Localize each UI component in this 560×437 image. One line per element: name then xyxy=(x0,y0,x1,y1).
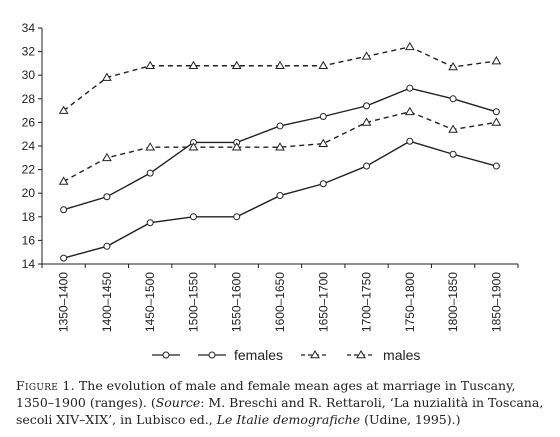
data-point-triangle xyxy=(361,51,372,60)
data-point-circle xyxy=(103,193,111,201)
series-line xyxy=(63,46,497,112)
y-tick-label: 26 xyxy=(22,115,36,129)
x-tick-label: 1350–1400 xyxy=(57,272,71,332)
data-point-triangle xyxy=(145,60,156,70)
data-point-circle xyxy=(363,162,371,170)
data-point-circle xyxy=(319,180,327,188)
data-point-circle xyxy=(103,242,111,250)
data-point-triangle xyxy=(491,117,502,126)
caption-text-3: (Udine, 1995).) xyxy=(360,412,461,427)
caption-book-title: Le Italie demografiche xyxy=(216,412,361,427)
females-series xyxy=(60,137,500,262)
x-tick-label: 1800–1850 xyxy=(446,272,460,332)
data-point-triangle xyxy=(448,124,458,133)
series-line xyxy=(63,140,497,259)
data-point-circle xyxy=(233,213,241,221)
x-tick-label: 1650–1700 xyxy=(316,272,330,332)
caption-source-word: Source xyxy=(155,395,201,410)
legend-marker-triangle xyxy=(310,350,320,359)
data-point-triangle xyxy=(231,60,242,70)
data-point-triangle xyxy=(318,60,329,70)
data-point-circle xyxy=(363,102,371,110)
males-series xyxy=(58,106,502,185)
y-tick-label: 34 xyxy=(22,21,36,35)
y-tick-label: 30 xyxy=(22,68,36,82)
data-point-triangle xyxy=(188,142,199,151)
chart-axes: 14 16 18 20 22 24 26 28 30 32 34 1350–1400 1400–1450… xyxy=(22,21,519,332)
y-tick-label: 16 xyxy=(22,233,36,247)
legend-entry xyxy=(301,350,330,359)
data-point-triangle xyxy=(404,41,415,51)
data-point-triangle xyxy=(102,72,112,81)
x-tick-label: 1600–1650 xyxy=(273,272,287,332)
y-tick-label: 20 xyxy=(22,186,36,200)
x-tick-label: 1400–1450 xyxy=(100,272,114,332)
males-series xyxy=(58,41,502,114)
data-point-circle xyxy=(146,219,154,227)
data-point-circle xyxy=(60,206,68,214)
x-tick-label: 1550–1600 xyxy=(230,272,244,332)
x-tick-label: 1450–1500 xyxy=(143,272,157,332)
line-chart: 14 16 18 20 22 24 26 28 30 32 34 1350–1400 1400–1450… xyxy=(22,21,519,363)
legend-marker-circle xyxy=(208,351,216,359)
data-point-triangle xyxy=(102,152,112,162)
data-point-triangle xyxy=(318,138,329,147)
data-point-triangle xyxy=(58,176,69,185)
x-tick-label: 1500–1550 xyxy=(186,272,200,332)
y-tick-label: 32 xyxy=(22,45,36,59)
figure-caption: Figure 1. The evolution of male and fema… xyxy=(16,377,544,428)
y-tick-label: 24 xyxy=(22,139,36,153)
legend-entry: males xyxy=(347,347,420,363)
data-point-circle xyxy=(449,95,457,103)
data-point-circle xyxy=(406,137,414,145)
caption-text-2: : M. Breschi and R. Rettaroli, ‘La nuzia… xyxy=(16,395,544,427)
data-point-circle xyxy=(406,84,414,92)
y-tick-label: 28 xyxy=(22,92,36,106)
data-point-triangle xyxy=(275,60,285,70)
data-point-triangle xyxy=(448,61,458,71)
chart-series xyxy=(58,41,502,262)
data-point-triangle xyxy=(404,106,415,116)
data-point-circle xyxy=(492,108,500,116)
y-tick-label: 22 xyxy=(22,163,36,177)
data-point-triangle xyxy=(361,117,372,126)
legend-entry xyxy=(152,351,180,359)
x-tick-label: 1750–1800 xyxy=(403,272,417,332)
chart-legend: females males xyxy=(152,347,420,363)
data-point-circle xyxy=(492,162,500,170)
legend-label: females xyxy=(234,347,283,363)
data-point-triangle xyxy=(188,60,199,70)
legend-label: males xyxy=(383,347,420,363)
data-point-circle xyxy=(60,254,68,262)
data-point-circle xyxy=(449,150,457,158)
data-point-circle xyxy=(276,122,284,130)
legend-entry: females xyxy=(198,347,283,363)
data-point-triangle xyxy=(275,142,285,151)
y-tick-label: 18 xyxy=(22,210,36,224)
data-point-circle xyxy=(319,113,327,120)
caption-text-1: The evolution of male and female mean ag… xyxy=(16,378,516,410)
y-tick-label: 14 xyxy=(22,257,36,271)
data-point-circle xyxy=(146,169,154,177)
data-point-circle xyxy=(276,192,284,200)
figure-label: Figure 1. xyxy=(16,378,75,393)
data-point-triangle xyxy=(491,56,502,65)
legend-marker-circle xyxy=(162,351,170,359)
data-point-triangle xyxy=(231,142,242,151)
x-tick-label: 1850–1900 xyxy=(489,272,503,332)
data-point-triangle xyxy=(58,105,69,114)
legend-marker-triangle xyxy=(356,350,366,359)
x-tick-label: 1700–1750 xyxy=(360,272,374,332)
data-point-triangle xyxy=(145,142,156,151)
data-point-circle xyxy=(189,213,197,221)
